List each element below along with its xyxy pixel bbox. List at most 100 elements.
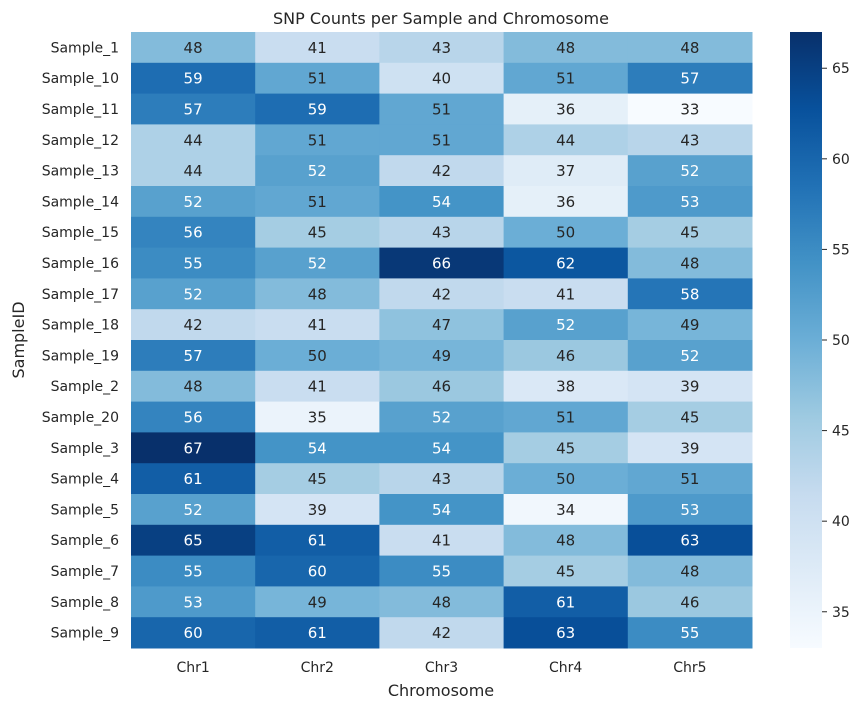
cell-value-label: 48 bbox=[432, 593, 451, 611]
y-tick-label: Sample_20 bbox=[42, 410, 119, 426]
colorbar-tick-label: 50 bbox=[832, 333, 850, 349]
cell-value-label: 51 bbox=[432, 131, 451, 149]
heatmap-cell bbox=[131, 370, 256, 403]
cell-value-label: 39 bbox=[680, 439, 699, 457]
heatmap-cell bbox=[379, 278, 505, 310]
heatmap-cell bbox=[627, 463, 753, 495]
y-tick-label: Sample_19 bbox=[42, 348, 119, 364]
heatmap-cell bbox=[503, 124, 629, 156]
heatmap-cell bbox=[379, 62, 505, 95]
cell-value-label: 63 bbox=[680, 532, 699, 550]
y-tick-label: Sample_1 bbox=[51, 40, 119, 56]
cell-value-label: 52 bbox=[308, 162, 327, 180]
cell-value-label: 61 bbox=[308, 624, 327, 642]
heatmap-cell bbox=[255, 309, 380, 341]
cell-value-label: 52 bbox=[556, 316, 575, 334]
cell-value-label: 59 bbox=[184, 70, 203, 88]
heatmap-cell bbox=[255, 186, 380, 218]
cell-value-label: 48 bbox=[184, 378, 203, 396]
y-axis-label: SampleID bbox=[9, 301, 28, 378]
cell-value-label: 49 bbox=[680, 316, 699, 334]
x-axis-tick-labels: Chr1 Chr2 Chr3 Chr4 Chr5 bbox=[176, 660, 706, 676]
cell-value-label: 61 bbox=[556, 593, 575, 611]
heatmap-cell bbox=[627, 32, 753, 64]
cell-value-label: 44 bbox=[184, 131, 203, 149]
cell-value-label: 37 bbox=[556, 162, 575, 180]
heatmap-cell bbox=[627, 216, 753, 249]
y-tick-label: Sample_6 bbox=[51, 533, 119, 549]
cell-value-label: 49 bbox=[308, 593, 327, 611]
heatmap-cell bbox=[627, 432, 753, 464]
y-tick-label: Sample_2 bbox=[51, 379, 119, 395]
heatmap-cell bbox=[255, 62, 380, 95]
cell-value-label: 56 bbox=[184, 224, 203, 242]
cell-value-label: 51 bbox=[308, 70, 327, 88]
heatmap-cell bbox=[379, 247, 505, 279]
heatmap-cell bbox=[131, 155, 256, 187]
cell-value-label: 55 bbox=[680, 624, 699, 642]
cell-value-label: 55 bbox=[184, 563, 203, 581]
colorbar-tick-label: 55 bbox=[832, 242, 850, 258]
cell-value-label: 53 bbox=[680, 501, 699, 519]
cell-value-label: 36 bbox=[556, 101, 575, 119]
heatmap-cell bbox=[503, 247, 629, 279]
x-tick-label: Chr5 bbox=[673, 660, 706, 676]
x-tick-label: Chr1 bbox=[176, 660, 209, 676]
heatmap-cell bbox=[131, 524, 256, 557]
x-axis-label: Chromosome bbox=[388, 681, 494, 700]
heatmap-cell bbox=[255, 278, 380, 310]
cell-value-label: 41 bbox=[432, 532, 451, 550]
chart-title: SNP Counts per Sample and Chromosome bbox=[273, 9, 609, 28]
heatmap-cell bbox=[255, 463, 380, 495]
colorbar: 35 40 45 50 55 60 65 bbox=[790, 32, 850, 648]
heatmap-cell bbox=[379, 494, 505, 526]
y-axis-tick-labels: Sample_1 Sample_10 Sample_11 Sample_12 Sampl… bbox=[42, 40, 119, 641]
cell-value-label: 43 bbox=[680, 131, 699, 149]
cell-value-labels: 48 41 43 48 48 59 51 40 51 57 57 59 51 36 33 44 51 51 44 43… bbox=[184, 39, 700, 642]
colorbar-tick-label: 35 bbox=[832, 605, 850, 621]
cell-value-label: 43 bbox=[432, 39, 451, 57]
heatmap-cell bbox=[131, 32, 256, 64]
colorbar-tick-label: 45 bbox=[832, 424, 850, 440]
y-tick-label: Sample_7 bbox=[51, 564, 119, 580]
heatmap-cell bbox=[131, 340, 256, 372]
colorbar-gradient bbox=[790, 32, 822, 648]
heatmap-cell bbox=[131, 555, 256, 587]
y-tick-label: Sample_15 bbox=[42, 225, 119, 241]
heatmap-cell bbox=[627, 155, 753, 187]
heatmap-cell bbox=[503, 309, 629, 341]
cell-value-label: 56 bbox=[184, 409, 203, 427]
cell-value-label: 41 bbox=[308, 39, 327, 57]
heatmap-cell bbox=[255, 370, 380, 403]
heatmap-cell bbox=[503, 186, 629, 218]
heatmap-cell bbox=[627, 278, 753, 310]
heatmap-cell bbox=[627, 309, 753, 341]
cell-value-label: 49 bbox=[432, 347, 451, 365]
heatmap-cell bbox=[503, 62, 629, 95]
cell-value-label: 51 bbox=[308, 193, 327, 211]
cell-value-label: 54 bbox=[308, 439, 327, 457]
heatmap-cell bbox=[255, 93, 380, 125]
heatmap-cell bbox=[379, 186, 505, 218]
cell-value-label: 67 bbox=[184, 439, 203, 457]
y-tick-label: Sample_11 bbox=[42, 102, 119, 118]
cell-value-label: 42 bbox=[432, 162, 451, 180]
cell-value-label: 48 bbox=[184, 39, 203, 57]
heatmap-cell bbox=[379, 432, 505, 464]
cell-value-label: 52 bbox=[432, 409, 451, 427]
cell-value-label: 55 bbox=[432, 563, 451, 581]
heatmap-cell bbox=[627, 586, 753, 618]
heatmap-cell bbox=[627, 62, 753, 95]
cell-value-label: 63 bbox=[556, 624, 575, 642]
cell-value-label: 46 bbox=[556, 347, 575, 365]
heatmap-cell bbox=[131, 93, 256, 125]
heatmap-cell bbox=[503, 555, 629, 587]
heatmap-cell bbox=[131, 401, 256, 433]
cell-value-label: 48 bbox=[308, 285, 327, 303]
cell-value-label: 52 bbox=[680, 162, 699, 180]
heatmap-cell bbox=[379, 586, 505, 618]
heatmap-cell bbox=[255, 155, 380, 187]
heatmap-cell bbox=[627, 370, 753, 403]
heatmap-cell bbox=[255, 586, 380, 618]
cell-value-label: 45 bbox=[308, 470, 327, 488]
